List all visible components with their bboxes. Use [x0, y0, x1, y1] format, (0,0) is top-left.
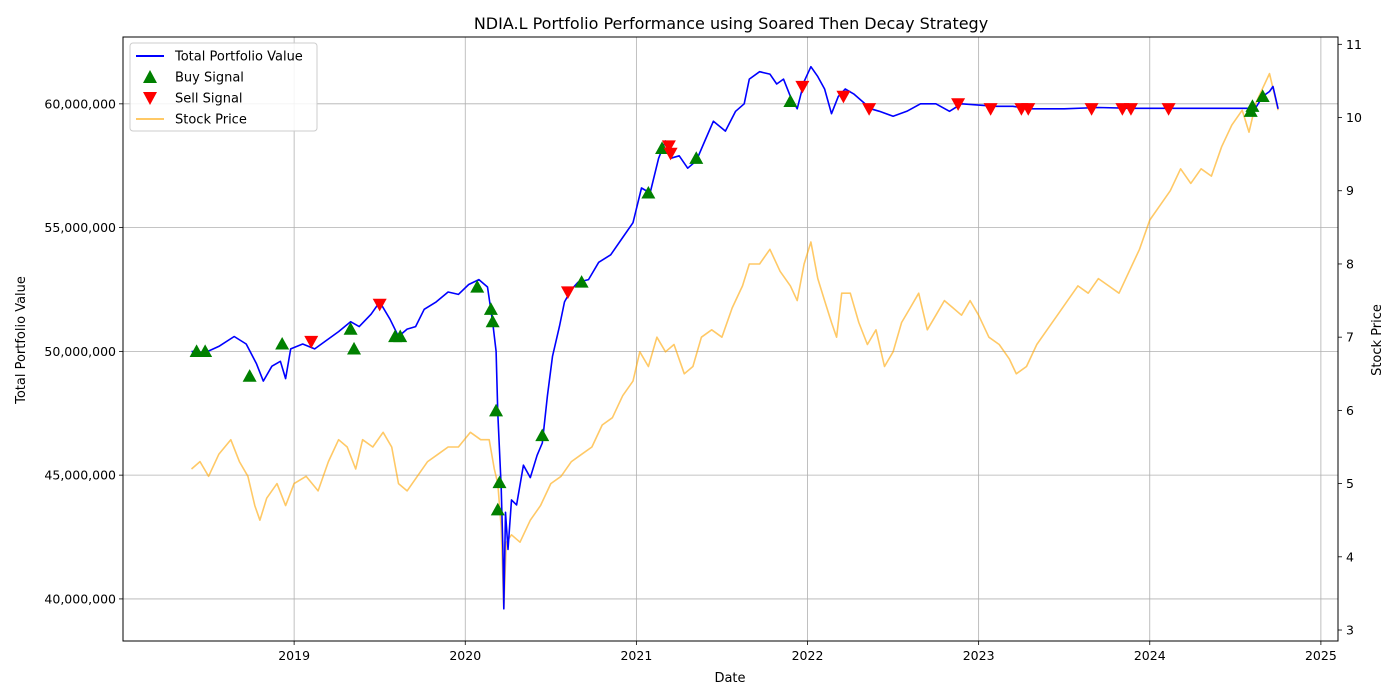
y-right-tick-label: 10 [1346, 110, 1362, 125]
chart-title: NDIA.L Portfolio Performance using Soare… [474, 14, 988, 33]
y-left-tick-label: 55,000,000 [44, 220, 116, 235]
x-tick-label: 2023 [963, 648, 995, 663]
sell-signal-marker [1161, 103, 1176, 116]
buy-signal-marker [485, 314, 500, 328]
buy-signal-marker [343, 322, 358, 335]
sell-signal-marker [560, 286, 575, 299]
x-tick-label: 2020 [449, 648, 481, 663]
y-right-tick-label: 11 [1346, 37, 1362, 52]
stock-price-layer [190, 72, 1279, 609]
buy-signal-marker [535, 428, 550, 442]
y-left-tick-label: 60,000,000 [44, 96, 116, 111]
buy-signal-marker [1255, 89, 1270, 103]
buy-signal-marker [1245, 99, 1260, 112]
y-right-tick-label: 5 [1346, 476, 1354, 491]
buy-signal-marker [489, 403, 504, 417]
portfolio-value-line [191, 65, 1279, 610]
buy-signal-marker [483, 302, 498, 315]
y-right-tick-label: 6 [1346, 403, 1354, 418]
y-right-tick-label: 8 [1346, 256, 1354, 271]
sell-signal-marker [661, 140, 676, 153]
x-tick-label: 2025 [1305, 648, 1337, 663]
y-axis-right: 3 4 5 6 7 8 9 10 11 [1338, 37, 1362, 638]
grid [123, 37, 1338, 641]
y-axis-label-right: Stock Price [1370, 304, 1385, 376]
buy-signal-marker [347, 341, 362, 355]
sell-signal-marker [951, 98, 966, 111]
legend-price-label: Stock Price [175, 113, 247, 128]
legend-portfolio-label: Total Portfolio Value [174, 50, 303, 65]
sell-signal-marker [1084, 103, 1099, 116]
legend-buy-swatch [143, 70, 157, 83]
stock-price-line [190, 72, 1279, 609]
y-right-tick-label: 4 [1346, 549, 1354, 564]
sell-signal-marker [304, 335, 319, 349]
y-right-tick-label: 9 [1346, 183, 1354, 198]
legend-sell-label: Sell Signal [175, 92, 243, 107]
sell-signal-marker [862, 103, 877, 116]
y-left-tick-label: 40,000,000 [44, 591, 116, 606]
x-tick-label: 2024 [1134, 648, 1166, 663]
plot-frame [122, 36, 1339, 642]
sell-signal-marker [372, 298, 387, 312]
sell-signal-marker [795, 80, 810, 94]
x-tick-label: 2021 [620, 648, 652, 663]
sell-signal-marker [1123, 103, 1138, 116]
legend-box [129, 42, 318, 132]
buy-signal-marker [470, 280, 485, 293]
buy-signal-marker [490, 502, 505, 516]
y-right-tick-label: 7 [1346, 330, 1354, 345]
buy-signal-marker [242, 369, 257, 382]
buy-signal-marker [783, 94, 798, 107]
buy-signal-marker [492, 475, 507, 489]
y-right-tick-label: 3 [1346, 623, 1354, 638]
y-left-tick-label: 50,000,000 [44, 344, 116, 359]
buy-signal-marker [198, 344, 213, 357]
buy-signal-marker [393, 329, 408, 343]
y-axis-label-left: Total Portfolio Value [14, 276, 29, 405]
y-axis-left: 40,000,000 45,000,000 50,000,000 55,000,000… [44, 96, 123, 606]
sell-signal-marker [663, 147, 678, 161]
buy-signal-marker [275, 336, 290, 350]
sell-signal-marker [1021, 103, 1036, 116]
buy-signal-marker [689, 151, 704, 164]
legend: Total Portfolio Value Buy Signal Sell Sign… [129, 42, 318, 132]
x-tick-label: 2022 [792, 648, 824, 663]
x-axis: 2019 2020 2021 2022 2023 2024 2025 [278, 641, 1337, 663]
legend-sell-swatch [143, 92, 157, 105]
portfolio-layer [191, 65, 1279, 610]
sell-signal-marker [983, 103, 998, 116]
x-axis-label: Date [714, 671, 745, 686]
legend-buy-label: Buy Signal [175, 71, 244, 86]
sell-signal-marker [836, 90, 851, 104]
signal-layer [189, 80, 1270, 516]
buy-signal-marker [574, 275, 589, 288]
y-left-tick-label: 45,000,000 [44, 468, 116, 483]
buy-signal-marker [641, 185, 656, 199]
x-tick-label: 2019 [278, 648, 310, 663]
